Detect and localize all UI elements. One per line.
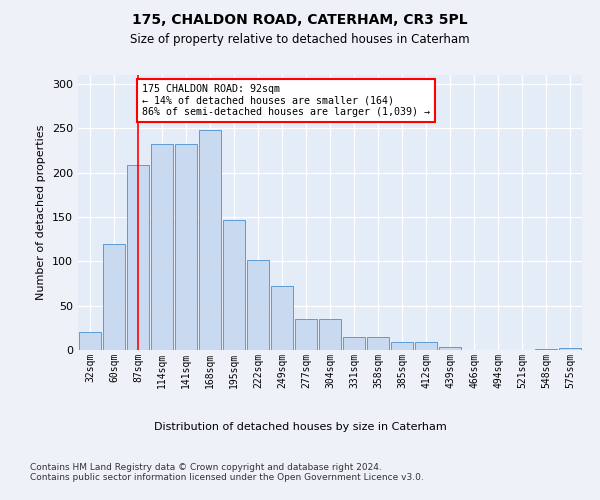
Bar xyxy=(271,286,293,350)
Bar xyxy=(79,332,101,350)
Bar xyxy=(175,144,197,350)
Bar xyxy=(319,319,341,350)
Bar xyxy=(535,349,557,350)
Text: 175, CHALDON ROAD, CATERHAM, CR3 5PL: 175, CHALDON ROAD, CATERHAM, CR3 5PL xyxy=(132,12,468,26)
Bar xyxy=(391,342,413,350)
Bar xyxy=(559,348,581,350)
Text: Distribution of detached houses by size in Caterham: Distribution of detached houses by size … xyxy=(154,422,446,432)
Bar xyxy=(199,130,221,350)
Bar xyxy=(151,144,173,350)
Text: Size of property relative to detached houses in Caterham: Size of property relative to detached ho… xyxy=(130,32,470,46)
Bar xyxy=(343,336,365,350)
Bar xyxy=(439,348,461,350)
Bar xyxy=(247,260,269,350)
Bar xyxy=(415,342,437,350)
Bar xyxy=(103,244,125,350)
Bar xyxy=(127,164,149,350)
Text: 175 CHALDON ROAD: 92sqm
← 14% of detached houses are smaller (164)
86% of semi-d: 175 CHALDON ROAD: 92sqm ← 14% of detache… xyxy=(142,84,430,117)
Bar xyxy=(367,336,389,350)
Y-axis label: Number of detached properties: Number of detached properties xyxy=(37,125,46,300)
Bar xyxy=(295,319,317,350)
Text: Contains HM Land Registry data © Crown copyright and database right 2024.
Contai: Contains HM Land Registry data © Crown c… xyxy=(30,462,424,482)
Bar xyxy=(223,220,245,350)
